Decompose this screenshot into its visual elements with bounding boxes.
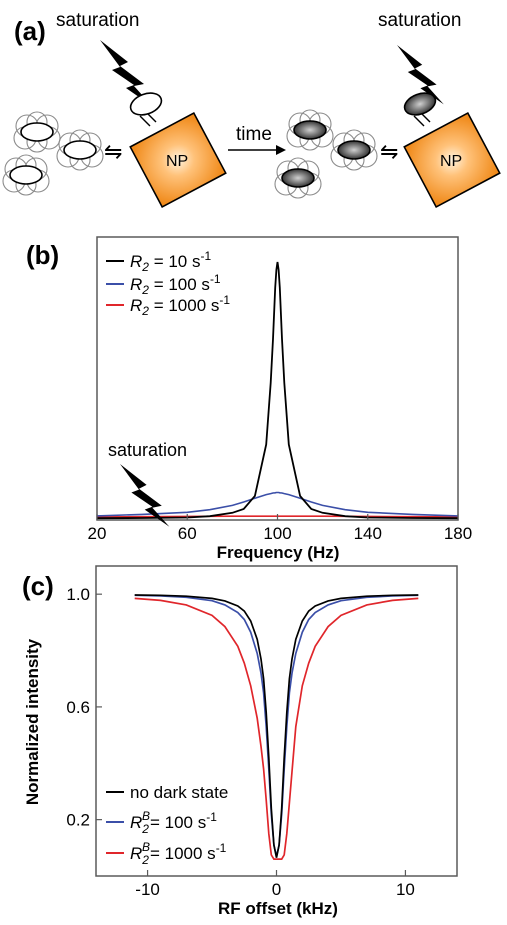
- y-tick-label: 0.2: [66, 811, 90, 830]
- time-label: time: [236, 124, 272, 145]
- saturated-molecule: [330, 129, 378, 171]
- panel-c-label: (c): [22, 571, 54, 601]
- panel-b-label: (b): [26, 240, 59, 270]
- x-axis-title-b: Frequency (Hz): [217, 543, 340, 562]
- legend-entry: R2 = 100 s-1: [130, 272, 221, 297]
- saturation-label-left: saturation: [56, 10, 139, 31]
- exchange-arrow-icon: ⇋: [380, 139, 398, 164]
- saturation-annotation: saturation: [108, 440, 187, 460]
- legend-entry: no dark state: [130, 783, 228, 802]
- panel-b-chart: (b) 20 60 100 140 180 Frequency (Hz) R2 = 10…: [26, 236, 472, 562]
- legend-entry: R2 = 10 s-1: [130, 249, 211, 274]
- arrow-head-icon: [276, 145, 286, 155]
- x-tick-label: 140: [354, 524, 382, 543]
- free-molecule: [13, 111, 61, 153]
- legend-entry: R2 = 1000 s-1: [130, 293, 230, 318]
- np-label-right: NP: [440, 153, 462, 170]
- y-axis-title-c: Normalized intensity: [23, 638, 42, 805]
- x-tick-label: 10: [396, 880, 415, 899]
- series-line: [134, 594, 419, 858]
- x-axis-title-c: RF offset (kHz): [218, 899, 338, 918]
- saturation-label-right: saturation: [378, 10, 461, 31]
- series-line: [96, 261, 459, 520]
- legend-b: R2 = 10 s-1 R2 = 100 s-1 R2 = 1000 s-1: [106, 249, 230, 318]
- nanoparticle: NP: [129, 92, 227, 209]
- free-molecule: [2, 154, 50, 196]
- x-tick-label: 20: [88, 524, 107, 543]
- saturated-molecule: [274, 157, 322, 199]
- x-tick-label: -10: [135, 880, 160, 899]
- x-tick-label: 100: [263, 524, 291, 543]
- x-tick-label: 0: [272, 880, 281, 899]
- panel-a-schematic: (a) saturation saturation time ⇋ NP: [2, 10, 501, 209]
- legend-c: no dark state R2B= 100 s-1 R2B= 1000 s-1: [106, 783, 228, 867]
- saturated-molecule: [286, 109, 334, 151]
- panel-a-label: (a): [14, 16, 46, 46]
- legend-entry: R2B= 100 s-1: [130, 809, 217, 836]
- free-molecule: [56, 129, 104, 171]
- np-label-left: NP: [166, 153, 188, 170]
- series-line: [96, 491, 459, 517]
- y-tick-label: 1.0: [66, 585, 90, 604]
- x-tick-label: 180: [444, 524, 472, 543]
- exchange-arrow-icon: ⇋: [104, 139, 122, 164]
- nanoparticle: NP: [403, 92, 501, 209]
- series-line: [134, 597, 419, 860]
- panel-c-chart: (c) -10 0 10 0.2 0.6 1.0 RF offset (kHz) Norm…: [22, 565, 458, 918]
- legend-entry: R2B= 1000 s-1: [130, 840, 227, 867]
- x-tick-label: 60: [178, 524, 197, 543]
- y-tick-label: 0.6: [66, 698, 90, 717]
